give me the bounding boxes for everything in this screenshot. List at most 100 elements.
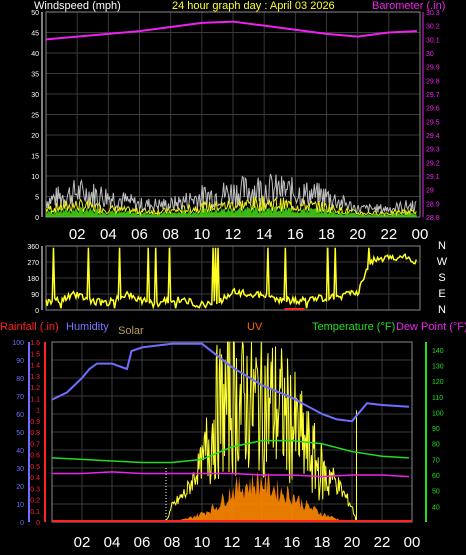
rain-tick-label: 0.8 (30, 430, 40, 437)
baro-tick-label: 29.1 (426, 174, 440, 181)
chart-title: 24 hour graph day : April 03 2026 (172, 0, 335, 12)
rain-tick-label: 1.3 (30, 374, 40, 381)
x-tick-label: 20 (349, 226, 366, 243)
rain-tick-label: 0 (36, 520, 40, 527)
humidity-tick-label: 20 (16, 484, 24, 491)
humidity-label: Humidity (66, 321, 109, 333)
baro-tick-label: 29.7 (426, 92, 440, 99)
baro-tick-label: 30.1 (426, 37, 440, 44)
uv-label: UV (247, 321, 263, 333)
wind-tick-label: 20 (31, 133, 39, 140)
baro-axis-label: Barometer (.in) (372, 0, 446, 12)
x-tick-label: 06 (131, 226, 148, 243)
rain-tick-label: 0.9 (30, 419, 40, 426)
rain-tick-label: 0.4 (30, 475, 40, 482)
barometer-series (45, 20, 417, 41)
wind-tick-label: 35 (31, 72, 39, 79)
baro-tick-label: 29.6 (426, 106, 440, 113)
wind-tick-label: 30 (31, 92, 39, 99)
x-tick-label: 18 (314, 534, 331, 551)
baro-tick-label: 29.2 (426, 160, 440, 167)
gust-series (45, 173, 417, 215)
rain-tick-label: 0.3 (30, 486, 40, 493)
baro-tick-label: 30 (426, 51, 434, 58)
baro-tick-label: 29.9 (426, 65, 440, 72)
rain-tick-label: 1.4 (30, 363, 40, 370)
dir-tick-label: 270 (27, 260, 39, 267)
rain-tick-label: 0.6 (30, 453, 40, 460)
rain-tick-label: 0.7 (30, 441, 40, 448)
x-tick-label: 22 (380, 226, 397, 243)
x-tick-label: 00 (412, 226, 429, 243)
humidity-tick-label: 70 (16, 394, 24, 401)
temperature-series (51, 439, 410, 464)
x-tick-label: 10 (193, 226, 210, 243)
direction-series (45, 247, 417, 310)
wind-series (45, 195, 417, 217)
dir-tick-label: 90 (31, 292, 39, 299)
x-tick-label: 10 (194, 534, 211, 551)
baro-tick-label: 30.3 (426, 10, 440, 17)
rain-tick-label: 1.5 (30, 351, 40, 358)
x-tick-label: 18 (318, 226, 335, 243)
compass-label: N (438, 304, 446, 316)
x-tick-label: 08 (164, 534, 181, 551)
wind-tick-label: 45 (31, 31, 39, 38)
compass-label: N (438, 240, 446, 252)
rain-axis-label: Rainfall (.in) (0, 321, 59, 333)
dir-tick-label: 360 (27, 244, 39, 251)
x-tick-label: 04 (100, 226, 117, 243)
x-tick-label: 00 (404, 534, 421, 551)
dewpoint-series (52, 471, 410, 478)
x-tick-label: 04 (104, 534, 121, 551)
wind-avg-area (46, 204, 417, 217)
dir-tick-label: 0 (35, 308, 39, 315)
temp-tick-label: 80 (432, 442, 440, 449)
humidity-tick-label: 0 (20, 520, 24, 527)
temp-tick-label: 90 (432, 426, 440, 433)
compass-label: S (438, 272, 445, 284)
temp-tick-label: 130 (432, 363, 444, 370)
x-tick-label: 16 (284, 534, 301, 551)
solar-label: Solar (118, 325, 144, 337)
baro-tick-label: 29.3 (426, 147, 440, 154)
temp-tick-label: 40 (432, 504, 440, 511)
humidity-tick-label: 30 (16, 466, 24, 473)
temp-tick-label: 100 (432, 410, 444, 417)
baro-tick-label: 29 (426, 188, 434, 195)
rain-tick-label: 0.2 (30, 498, 40, 505)
compass-label: W (437, 256, 448, 268)
humidity-series (51, 342, 410, 423)
humidity-tick-label: 100 (12, 340, 24, 347)
temp-tick-label: 140 (432, 348, 444, 355)
solar-series (165, 341, 357, 523)
rain-tick-label: 1.6 (30, 340, 40, 347)
wind-tick-label: 10 (31, 174, 39, 181)
uv-area (172, 469, 352, 522)
x-tick-label: 12 (225, 226, 242, 243)
wind-tick-label: 25 (31, 113, 39, 120)
baro-tick-label: 29.4 (426, 133, 440, 140)
wind-tick-label: 50 (31, 10, 39, 17)
temp-tick-label: 110 (432, 395, 443, 402)
rain-tick-label: 0.1 (30, 509, 40, 516)
wind-axis-label: Windspeed (mph) (34, 0, 121, 12)
humidity-tick-label: 50 (16, 430, 24, 437)
baro-tick-label: 28.9 (426, 201, 440, 208)
rain-tick-label: 1.2 (30, 385, 40, 392)
x-tick-label: 06 (134, 534, 151, 551)
baro-tick-label: 29.5 (426, 119, 440, 126)
temp-tick-label: 50 (432, 489, 440, 496)
wind-tick-label: 40 (31, 51, 39, 58)
dir-plot-frame (45, 245, 421, 311)
temp-tick-label: 120 (432, 379, 444, 386)
wind-tick-label: 5 (35, 195, 39, 202)
x-tick-label: 08 (162, 226, 179, 243)
baro-tick-label: 28.8 (426, 215, 440, 222)
dew-axis-label: Dew Point (°F) (396, 321, 466, 333)
humidity-tick-label: 10 (16, 502, 24, 509)
wind-tick-label: 15 (31, 154, 39, 161)
x-tick-label: 14 (256, 226, 273, 243)
humidity-tick-label: 60 (16, 412, 24, 419)
